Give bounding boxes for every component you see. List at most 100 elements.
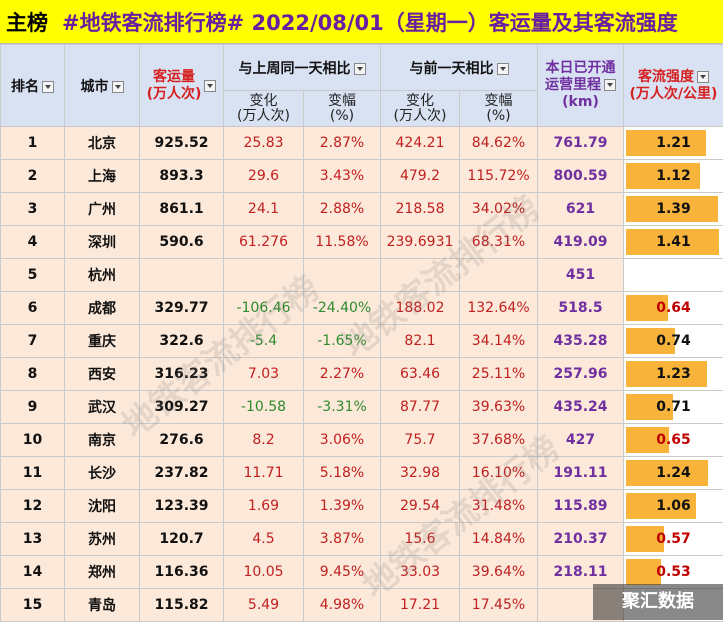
dropdown-icon[interactable] xyxy=(112,81,124,93)
mileage-cell: 621 xyxy=(538,193,624,226)
volume-cell: 276.6 xyxy=(140,424,224,457)
week-pct-cell: -3.31% xyxy=(304,391,381,424)
header-week-group[interactable]: 与上周同一天相比 xyxy=(224,45,381,91)
rank-cell: 6 xyxy=(1,292,65,325)
week-change-cell xyxy=(224,259,304,292)
intensity-cell: 1.21 xyxy=(624,127,723,160)
intensity-value: 0.53 xyxy=(656,564,691,580)
header-city[interactable]: 城市 xyxy=(65,45,140,127)
rank-cell: 8 xyxy=(1,358,65,391)
prev-change-cell: 32.98 xyxy=(381,457,460,490)
volume-cell: 316.23 xyxy=(140,358,224,391)
city-cell: 武汉 xyxy=(65,391,140,424)
prev-pct-cell: 115.72% xyxy=(460,160,538,193)
intensity-value: 0.74 xyxy=(656,333,691,349)
volume-cell: 116.36 xyxy=(140,556,224,589)
city-cell: 苏州 xyxy=(65,523,140,556)
volume-cell: 120.7 xyxy=(140,523,224,556)
header-mileage[interactable]: 本日已开通运营里程(km) xyxy=(538,45,624,127)
city-cell: 深圳 xyxy=(65,226,140,259)
week-pct-cell: -24.40% xyxy=(304,292,381,325)
mileage-cell: 761.79 xyxy=(538,127,624,160)
week-pct-cell: -1.65% xyxy=(304,325,381,358)
volume-cell: 309.27 xyxy=(140,391,224,424)
prev-change-cell: 424.21 xyxy=(381,127,460,160)
prev-pct-cell: 34.14% xyxy=(460,325,538,358)
dropdown-icon[interactable] xyxy=(497,63,509,75)
intensity-cell: 0.64 xyxy=(624,292,723,325)
prev-change-cell: 87.77 xyxy=(381,391,460,424)
week-pct-cell: 2.27% xyxy=(304,358,381,391)
intensity-value: 1.21 xyxy=(656,135,691,151)
week-pct-cell: 3.87% xyxy=(304,523,381,556)
prev-pct-cell: 132.64% xyxy=(460,292,538,325)
volume-cell: 893.3 xyxy=(140,160,224,193)
header-week-change: 变化(万人次) xyxy=(224,91,304,127)
prev-pct-cell: 14.84% xyxy=(460,523,538,556)
dropdown-icon[interactable] xyxy=(697,71,709,83)
prev-change-cell: 479.2 xyxy=(381,160,460,193)
intensity-cell xyxy=(624,259,723,292)
intensity-value: 1.12 xyxy=(656,168,691,184)
rank-cell: 1 xyxy=(1,127,65,160)
rank-cell: 14 xyxy=(1,556,65,589)
intensity-cell: 0.71 xyxy=(624,391,723,424)
city-cell: 成都 xyxy=(65,292,140,325)
prev-pct-cell: 39.63% xyxy=(460,391,538,424)
dropdown-icon[interactable] xyxy=(354,63,366,75)
brand-badge: 聚汇数据 xyxy=(593,584,723,620)
city-cell: 广州 xyxy=(65,193,140,226)
week-pct-cell: 11.58% xyxy=(304,226,381,259)
prev-pct-cell: 68.31% xyxy=(460,226,538,259)
dropdown-icon[interactable] xyxy=(604,79,616,91)
prev-change-cell: 218.58 xyxy=(381,193,460,226)
prev-pct-cell xyxy=(460,259,538,292)
header-rank[interactable]: 排名 xyxy=(1,45,65,127)
city-cell: 北京 xyxy=(65,127,140,160)
mileage-cell: 427 xyxy=(538,424,624,457)
intensity-value: 0.71 xyxy=(656,399,691,415)
mileage-cell: 451 xyxy=(538,259,624,292)
week-change-cell: 5.49 xyxy=(224,589,304,622)
volume-cell: 237.82 xyxy=(140,457,224,490)
week-change-cell: -10.58 xyxy=(224,391,304,424)
volume-cell: 123.39 xyxy=(140,490,224,523)
mileage-cell: 435.28 xyxy=(538,325,624,358)
prev-change-cell: 15.6 xyxy=(381,523,460,556)
prev-pct-cell: 16.10% xyxy=(460,457,538,490)
volume-cell: 925.52 xyxy=(140,127,224,160)
city-cell: 上海 xyxy=(65,160,140,193)
volume-cell: 590.6 xyxy=(140,226,224,259)
header-volume[interactable]: 客运量(万人次) xyxy=(140,45,224,127)
dropdown-icon[interactable] xyxy=(42,81,54,93)
header-intensity[interactable]: 客流强度(万人次/公里) xyxy=(624,45,723,127)
city-cell: 南京 xyxy=(65,424,140,457)
intensity-value: 1.39 xyxy=(656,201,691,217)
header-prev-group[interactable]: 与前一天相比 xyxy=(381,45,538,91)
week-change-cell: -5.4 xyxy=(224,325,304,358)
prev-change-cell: 188.02 xyxy=(381,292,460,325)
week-change-cell: -106.46 xyxy=(224,292,304,325)
rank-cell: 7 xyxy=(1,325,65,358)
title-prefix: 主榜 xyxy=(6,11,48,35)
intensity-cell: 1.12 xyxy=(624,160,723,193)
rank-cell: 11 xyxy=(1,457,65,490)
mileage-cell: 210.37 xyxy=(538,523,624,556)
prev-pct-cell: 31.48% xyxy=(460,490,538,523)
intensity-value: 1.41 xyxy=(656,234,691,250)
title-bar: 主榜#地铁客流排行榜# 2022/08/01（星期一）客运量及其客流强度 xyxy=(0,0,723,44)
prev-change-cell: 82.1 xyxy=(381,325,460,358)
intensity-value: 1.23 xyxy=(656,366,691,382)
intensity-cell: 0.74 xyxy=(624,325,723,358)
mileage-cell: 191.11 xyxy=(538,457,624,490)
week-change-cell: 10.05 xyxy=(224,556,304,589)
dropdown-icon[interactable] xyxy=(204,80,216,92)
header-prev-change: 变化(万人次) xyxy=(381,91,460,127)
rank-cell: 4 xyxy=(1,226,65,259)
city-cell: 西安 xyxy=(65,358,140,391)
